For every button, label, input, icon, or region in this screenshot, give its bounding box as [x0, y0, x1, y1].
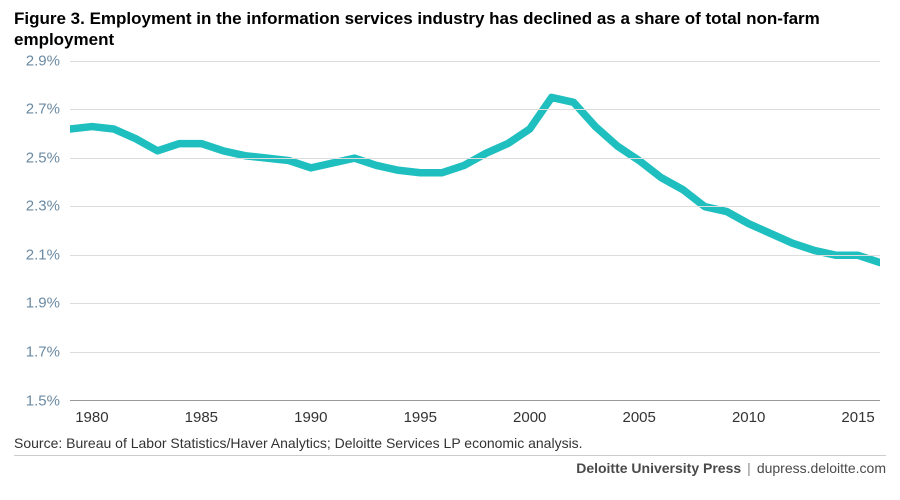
y-tick-label: 2.7% — [26, 101, 60, 118]
y-tick-label: 2.9% — [26, 52, 60, 69]
x-tick-label: 2005 — [623, 409, 656, 426]
gridline — [70, 61, 880, 62]
plot-region: 1.5%1.7%1.9%2.1%2.3%2.5%2.7%2.9%19801985… — [70, 61, 880, 401]
y-tick-label: 1.9% — [26, 295, 60, 312]
gridline — [70, 303, 880, 304]
x-tick-label: 1980 — [75, 409, 108, 426]
chart-title: Figure 3. Employment in the information … — [0, 0, 900, 61]
gridline — [70, 206, 880, 207]
x-tick-label: 1990 — [294, 409, 327, 426]
y-tick-label: 2.3% — [26, 198, 60, 215]
footer-url: dupress.deloitte.com — [757, 460, 886, 476]
gridline — [70, 158, 880, 159]
x-tick-label: 1985 — [185, 409, 218, 426]
x-tick-label: 2015 — [841, 409, 874, 426]
y-tick-label: 2.1% — [26, 246, 60, 263]
footer-separator: | — [747, 460, 751, 476]
chart-area: 1.5%1.7%1.9%2.1%2.3%2.5%2.7%2.9%19801985… — [0, 61, 900, 431]
line-series — [70, 61, 880, 401]
x-tick-label: 2000 — [513, 409, 546, 426]
gridline — [70, 255, 880, 256]
x-tick-label: 2010 — [732, 409, 765, 426]
y-tick-label: 1.5% — [26, 392, 60, 409]
footer: Deloitte University Press | dupress.delo… — [0, 456, 900, 476]
gridline — [70, 352, 880, 353]
y-tick-label: 1.7% — [26, 343, 60, 360]
x-tick-label: 1995 — [404, 409, 437, 426]
y-tick-label: 2.5% — [26, 149, 60, 166]
footer-brand: Deloitte University Press — [576, 460, 741, 476]
source-text: Source: Bureau of Labor Statistics/Haver… — [0, 431, 900, 451]
gridline — [70, 109, 880, 110]
